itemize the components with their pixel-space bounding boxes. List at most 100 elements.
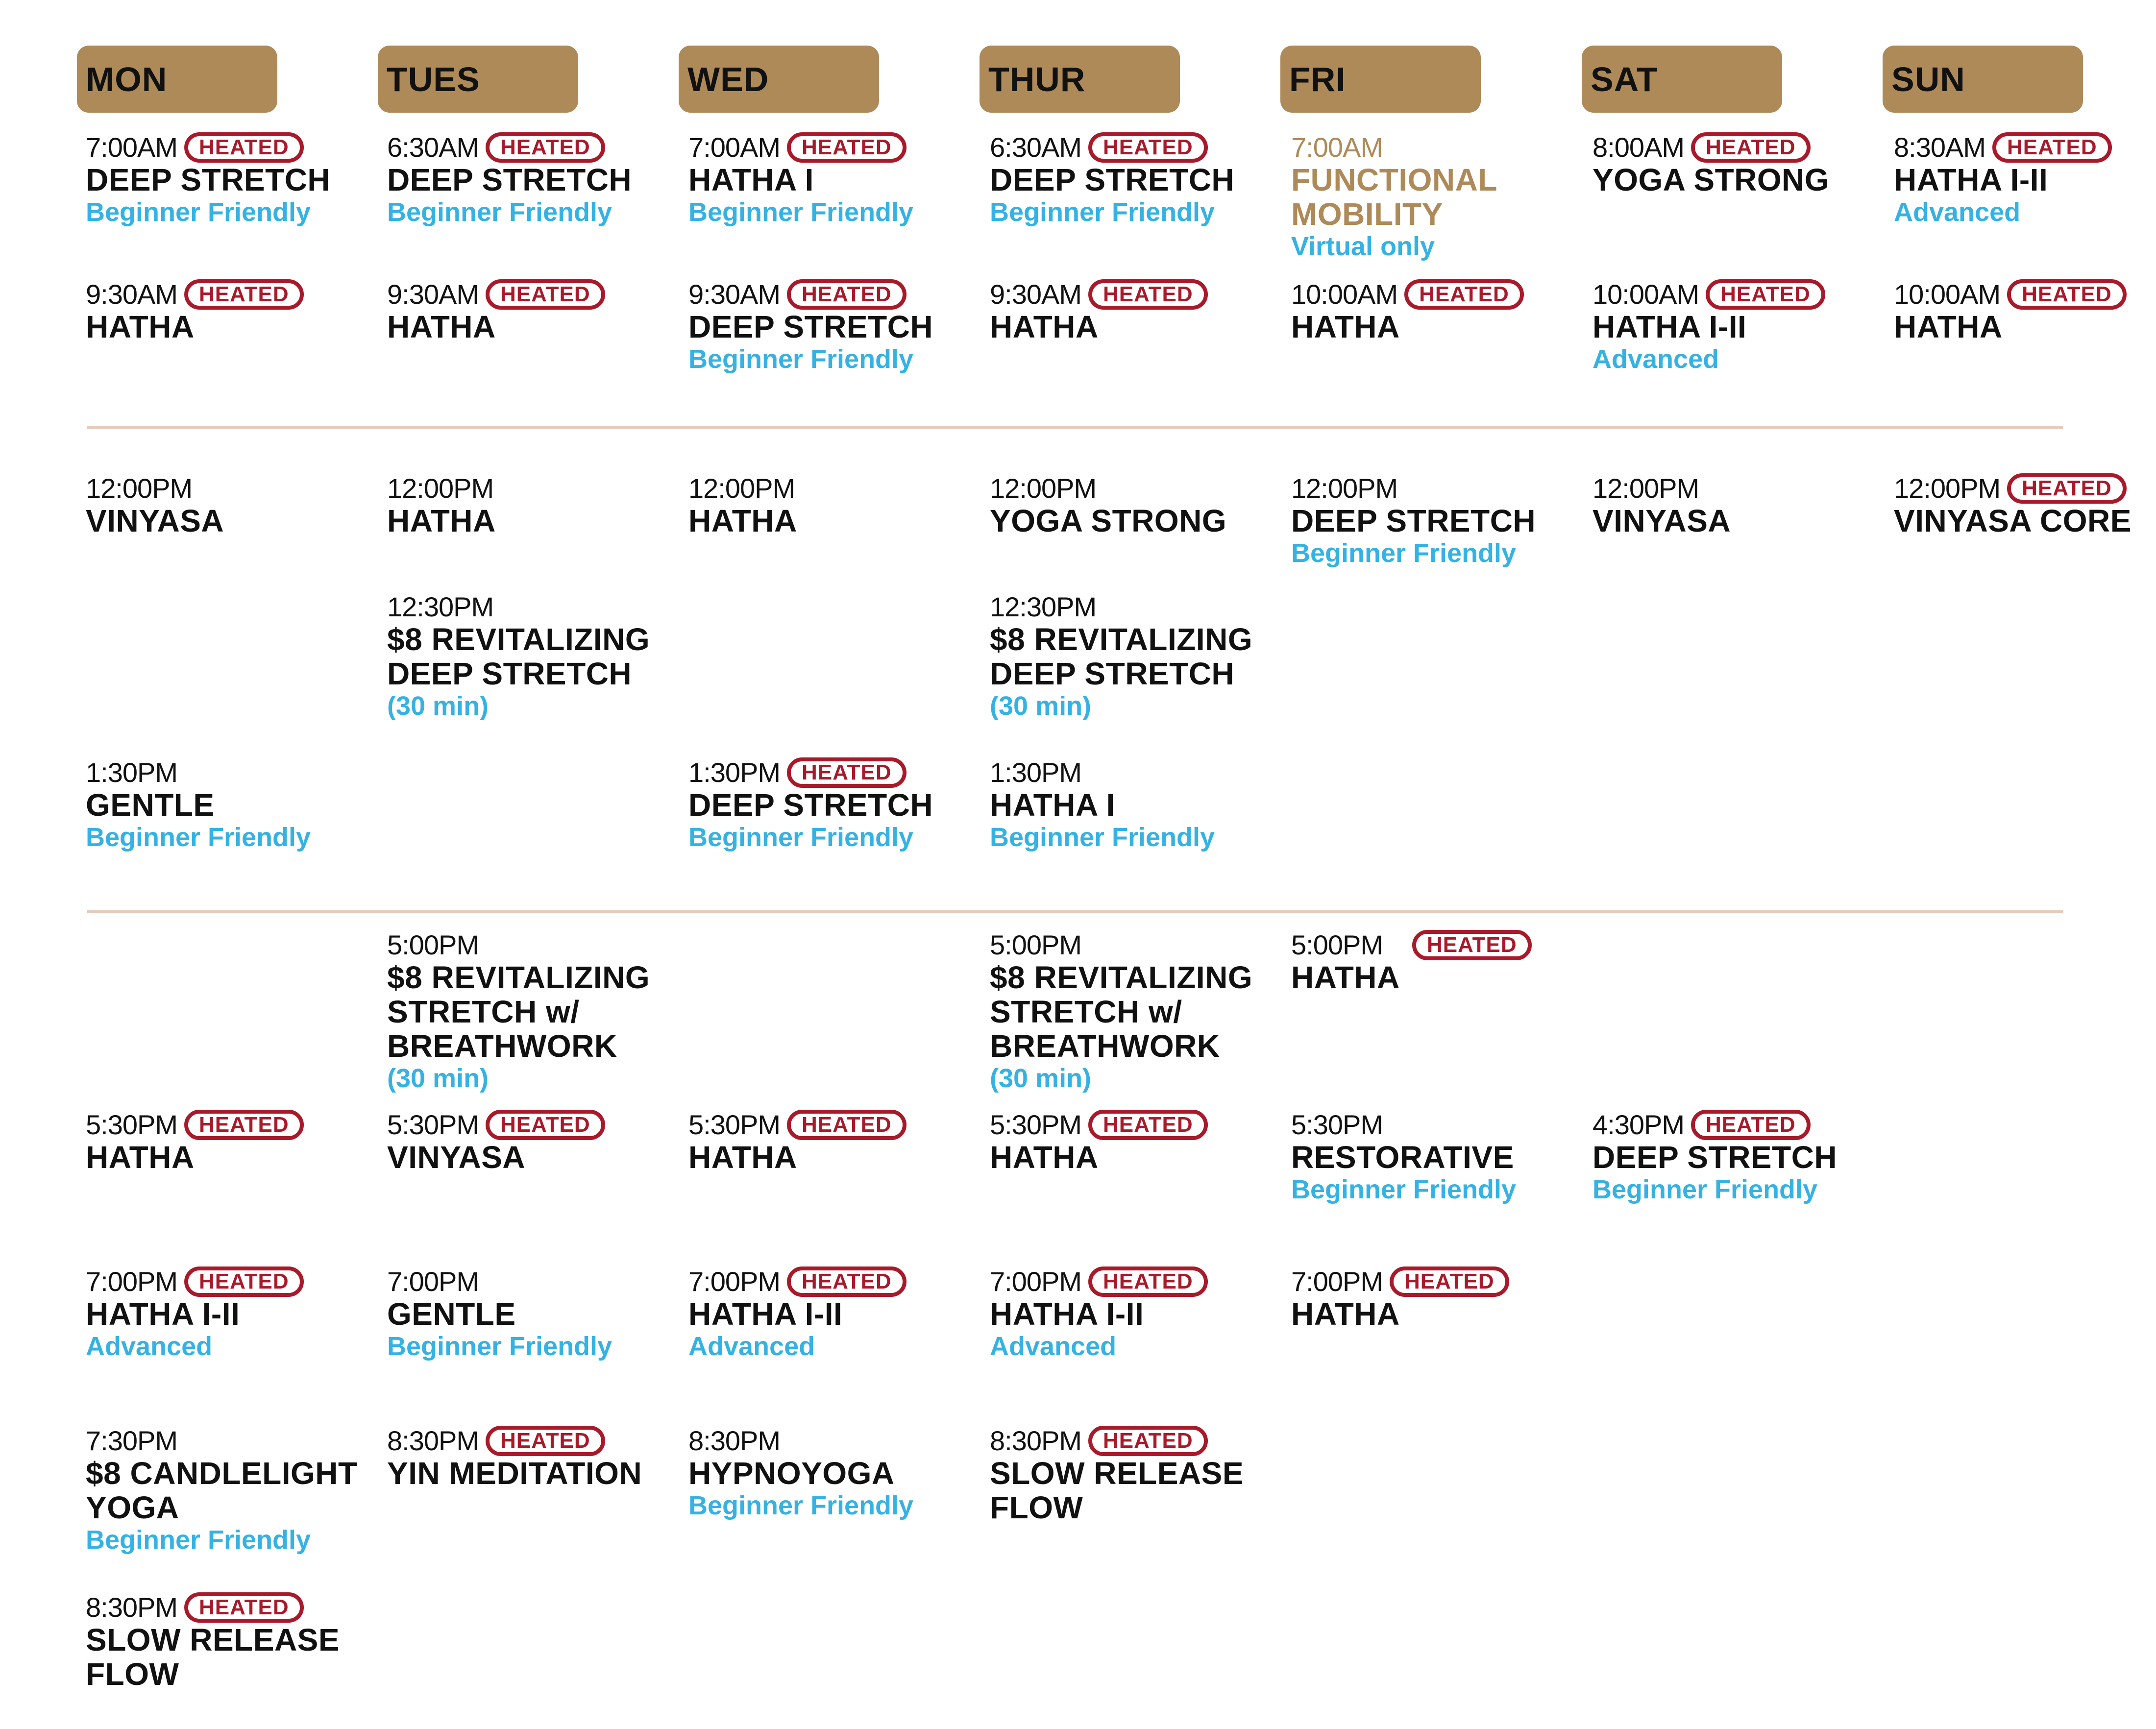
class-entry-wed-7-00pm: 7:00PM HEATED HATHA I-II Advanced	[688, 1266, 973, 1362]
class-name: DEEP STRETCH	[387, 162, 632, 197]
class-note: (30 min)	[387, 1064, 489, 1093]
class-time: 5:00PM	[387, 929, 479, 960]
class-time-row: 7:00AM HEATED	[86, 132, 370, 163]
class-name: DEEP STRETCH	[1592, 1140, 1838, 1175]
heated-badge: HEATED	[787, 1266, 906, 1297]
class-time: 12:00PM	[387, 473, 494, 504]
class-time: 1:30PM	[990, 757, 1082, 788]
class-name: HATHA	[86, 309, 195, 344]
class-entry-fri-12-00pm: 12:00PM DEEP STRETCH Beginner Friendly	[1291, 473, 1575, 568]
class-name: HATHA I-II	[990, 1296, 1144, 1332]
class-time-row: 12:00PM	[1592, 473, 1877, 504]
class-name: DEEP STRETCH	[688, 787, 933, 823]
class-entry-thur-5-30pm: 5:30PM HEATED HATHA	[990, 1110, 1274, 1174]
heated-badge: HEATED	[184, 279, 304, 310]
class-entry-tues-9-30am: 9:30AM HEATED HATHA	[387, 279, 671, 344]
class-name: HATHA I	[688, 162, 814, 197]
class-time-row: 12:00PM	[1291, 473, 1575, 504]
class-time-row: 8:30PM HEATED	[990, 1426, 1274, 1456]
class-note: Virtual only	[1291, 232, 1435, 261]
day-header-thur: THUR	[980, 46, 1180, 113]
class-name: HATHA	[1291, 960, 1400, 995]
heated-badge: HEATED	[1088, 1110, 1208, 1140]
class-time-row: 8:30PM	[688, 1426, 973, 1456]
class-name: DEEP STRETCH	[1291, 503, 1536, 538]
class-time: 7:00AM	[1291, 132, 1383, 163]
class-time-row: 9:30AM HEATED	[688, 279, 973, 310]
section-divider-morning-midday	[87, 426, 2063, 429]
class-note: Beginner Friendly	[86, 823, 311, 852]
class-time-row: 12:30PM	[387, 592, 671, 622]
class-time-row: 7:00PM HEATED	[688, 1266, 973, 1297]
class-entry-wed-12-00pm: 12:00PM HATHA	[688, 473, 973, 538]
class-entry-tues-5-30pm: 5:30PM HEATED VINYASA	[387, 1110, 671, 1174]
class-note: Advanced	[86, 1332, 213, 1361]
class-name: HATHA I-II	[1592, 309, 1747, 344]
class-time: 5:30PM	[990, 1109, 1082, 1140]
class-name: GENTLE	[387, 1296, 516, 1332]
class-entry-wed-5-30pm: 5:30PM HEATED HATHA	[688, 1110, 973, 1174]
class-time-row: 5:00PM	[387, 930, 671, 960]
class-entry-tues-12-00pm: 12:00PM HATHA	[387, 473, 671, 538]
heated-badge: HEATED	[184, 1110, 304, 1140]
class-time: 9:30AM	[990, 279, 1082, 310]
class-time: 7:00PM	[1291, 1266, 1383, 1297]
class-time-row: 10:00AM HEATED	[1291, 279, 1575, 310]
class-entry-tues-6-30am: 6:30AM HEATED DEEP STRETCH Beginner Friendl…	[387, 132, 671, 227]
class-time: 5:00PM	[990, 929, 1082, 960]
class-note: Beginner Friendly	[990, 823, 1215, 852]
class-entry-thur-12-00pm: 12:00PM YOGA STRONG	[990, 473, 1274, 538]
class-time: 12:00PM	[1894, 473, 2001, 504]
heated-badge: HEATED	[787, 1110, 906, 1140]
class-entry-fri-10-00am: 10:00AM HEATED HATHA	[1291, 279, 1575, 344]
class-time-row: 5:30PM	[1291, 1110, 1575, 1140]
class-entry-thur-7-00pm: 7:00PM HEATED HATHA I-II Advanced	[990, 1266, 1274, 1362]
class-name: HATHA I-II	[86, 1296, 240, 1332]
heated-badge: HEATED	[184, 132, 304, 163]
heated-badge: HEATED	[184, 1266, 304, 1297]
heated-badge: HEATED	[787, 757, 906, 788]
heated-badge: HEATED	[787, 279, 906, 310]
class-time: 6:30AM	[990, 132, 1082, 163]
class-entry-sun-8-30am: 8:30AM HEATED HATHA I-II Advanced	[1894, 132, 2156, 227]
class-name: FUNCTIONAL MOBILITY	[1291, 162, 1497, 232]
class-entry-fri-7-00pm: 7:00PM HEATED HATHA	[1291, 1266, 1575, 1331]
class-note: Advanced	[688, 1332, 815, 1361]
day-header-sun: SUN	[1883, 46, 2083, 113]
heated-badge: HEATED	[486, 1110, 605, 1140]
class-time: 7:00PM	[990, 1266, 1082, 1297]
class-time: 12:30PM	[990, 591, 1097, 622]
class-note: Advanced	[1894, 197, 2021, 227]
heated-badge: HEATED	[1691, 132, 1811, 163]
class-entry-sun-12-00pm: 12:00PM HEATED VINYASA CORE	[1894, 473, 2156, 538]
class-time: 10:00AM	[1291, 279, 1398, 310]
class-entry-tues-5-00pm: 5:00PM $8 REVITALIZING STRETCH w/ BREATHW…	[387, 930, 671, 1094]
class-time: 6:30AM	[387, 132, 479, 163]
class-time-row: 5:30PM HEATED	[86, 1110, 370, 1140]
class-time-row: 5:00PM	[990, 930, 1274, 960]
class-time-row: 1:30PM HEATED	[688, 757, 973, 788]
class-time: 10:00AM	[1592, 279, 1699, 310]
class-time: 1:30PM	[688, 757, 781, 788]
class-time: 7:30PM	[86, 1425, 178, 1456]
heated-badge: HEATED	[1088, 279, 1208, 310]
class-note: Beginner Friendly	[688, 344, 914, 374]
class-entry-fri-5-30pm: 5:30PM RESTORATIVE Beginner Friendly	[1291, 1110, 1575, 1205]
class-time-row: 7:00PM HEATED	[1291, 1266, 1575, 1297]
section-divider-midday-evening	[87, 910, 2063, 913]
class-time-row: 7:00PM HEATED	[86, 1266, 370, 1297]
class-note: Beginner Friendly	[86, 1525, 311, 1555]
class-name: $8 REVITALIZING STRETCH w/ BREATHWORK	[387, 960, 650, 1064]
heated-badge: HEATED	[486, 1426, 605, 1456]
class-note: Beginner Friendly	[387, 1332, 612, 1361]
class-name: HATHA	[387, 309, 496, 344]
class-time-row: 9:30AM HEATED	[387, 279, 671, 310]
class-time: 7:00PM	[86, 1266, 178, 1297]
class-note: (30 min)	[990, 691, 1092, 721]
class-name: HATHA	[387, 503, 496, 538]
class-note: (30 min)	[990, 1064, 1092, 1093]
class-time: 8:30PM	[688, 1425, 781, 1456]
class-time-row: 10:00AM HEATED	[1592, 279, 1877, 310]
class-entry-thur-1-30pm: 1:30PM HATHA I Beginner Friendly	[990, 757, 1274, 852]
class-time: 8:30AM	[1894, 132, 1986, 163]
